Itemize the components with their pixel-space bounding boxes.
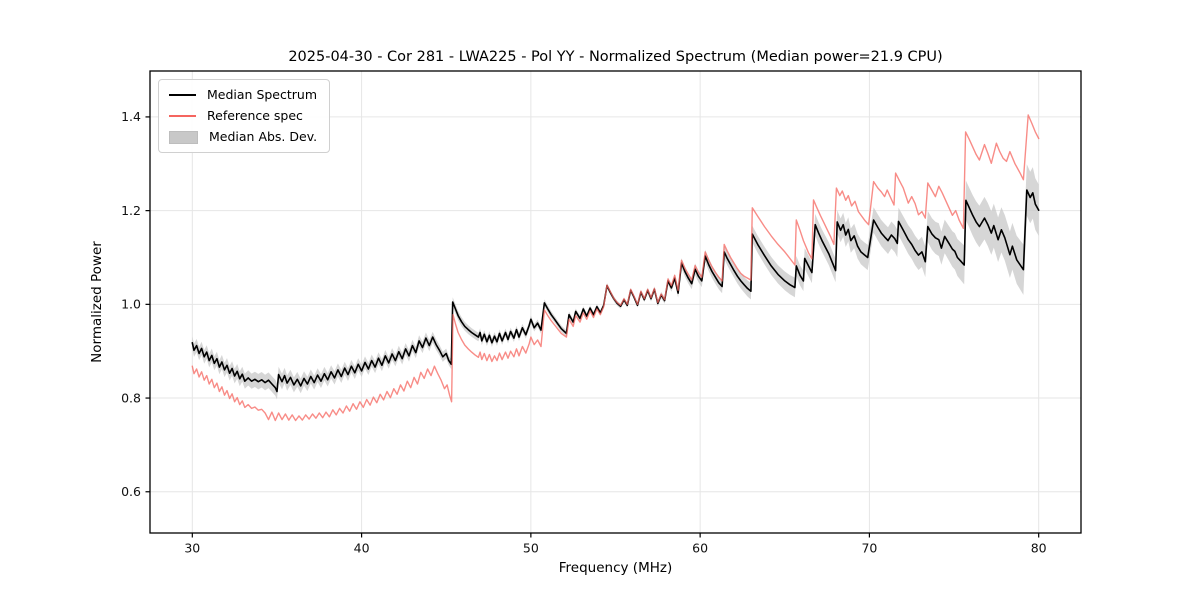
reference-line-swatch-icon [169,115,196,117]
chart-title: 2025-04-30 - Cor 281 - LWA225 - Pol YY -… [288,49,943,65]
legend-item-median-spectrum: Median Spectrum [169,87,317,103]
x-tick-label: 70 [861,541,877,556]
reference-spec-line [191,114,1040,422]
legend-item-median-abs-dev: Median Abs. Dev. [169,129,317,145]
legend-label: Median Abs. Dev. [209,129,318,144]
legend-label: Median Spectrum [207,87,318,102]
y-tick-label: 1.2 [121,203,141,218]
x-axis-label: Frequency (MHz) [558,560,673,576]
y-tick-label: 1.4 [121,109,141,124]
x-tick-label: 40 [354,541,370,556]
legend: Median Spectrum Reference spec Median Ab… [158,79,331,153]
x-tick-label: 30 [184,541,200,556]
y-tick-label: 0.6 [121,484,141,499]
x-tick-label: 50 [523,541,539,556]
x-tick-label: 80 [1031,541,1047,556]
median-spectrum-line [191,189,1040,393]
legend-label: Reference spec [207,108,303,123]
median-line-swatch-icon [169,94,196,96]
plot-border [149,70,1082,534]
band-swatch-icon [169,130,198,144]
legend-item-reference-spec: Reference spec [169,108,317,124]
y-tick-label: 0.8 [121,390,141,405]
mad-band [192,164,1039,400]
x-tick-label: 60 [692,541,708,556]
y-tick-label: 1.0 [121,297,141,312]
